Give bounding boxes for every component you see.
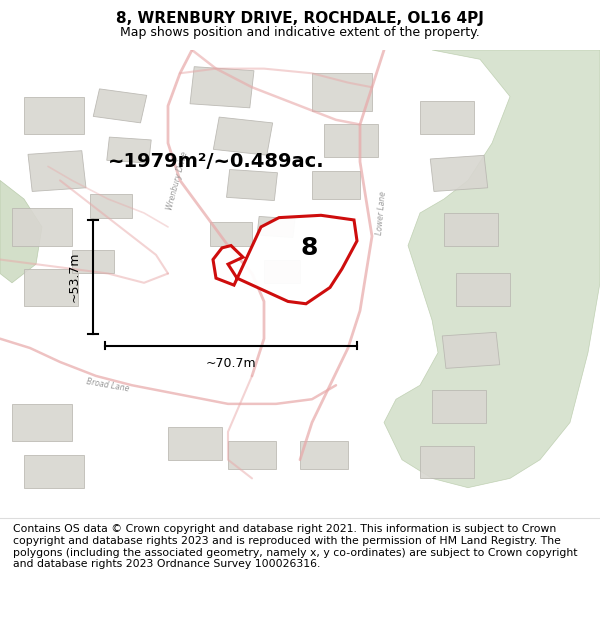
Text: Broad Lane: Broad Lane — [86, 377, 130, 394]
Polygon shape — [444, 213, 498, 246]
Polygon shape — [312, 171, 360, 199]
Polygon shape — [420, 101, 474, 134]
Text: ~1979m²/~0.489ac.: ~1979m²/~0.489ac. — [108, 152, 325, 171]
Polygon shape — [264, 259, 300, 282]
Polygon shape — [432, 390, 486, 422]
Polygon shape — [93, 89, 147, 123]
Polygon shape — [324, 124, 378, 157]
Polygon shape — [90, 194, 132, 218]
Polygon shape — [24, 269, 78, 306]
Polygon shape — [72, 250, 114, 274]
Polygon shape — [257, 216, 295, 238]
Polygon shape — [430, 156, 488, 191]
Polygon shape — [442, 332, 500, 368]
Text: 8: 8 — [301, 236, 317, 260]
Polygon shape — [300, 441, 348, 469]
Text: Wrenbury Drive: Wrenbury Drive — [165, 150, 189, 211]
Text: Contains OS data © Crown copyright and database right 2021. This information is : Contains OS data © Crown copyright and d… — [13, 524, 578, 569]
Text: ~70.7m: ~70.7m — [206, 357, 256, 370]
Polygon shape — [24, 455, 84, 488]
Polygon shape — [312, 73, 372, 111]
Polygon shape — [210, 222, 252, 246]
Text: 8, WRENBURY DRIVE, ROCHDALE, OL16 4PJ: 8, WRENBURY DRIVE, ROCHDALE, OL16 4PJ — [116, 11, 484, 26]
Polygon shape — [12, 404, 72, 441]
Polygon shape — [107, 137, 151, 163]
Polygon shape — [384, 50, 600, 488]
Text: Map shows position and indicative extent of the property.: Map shows position and indicative extent… — [120, 26, 480, 39]
Text: Lower Lane: Lower Lane — [374, 191, 388, 235]
Polygon shape — [456, 274, 510, 306]
Polygon shape — [420, 446, 474, 478]
Polygon shape — [227, 169, 277, 201]
Polygon shape — [0, 181, 42, 282]
Polygon shape — [190, 67, 254, 108]
Polygon shape — [24, 96, 84, 134]
Polygon shape — [28, 151, 86, 191]
Polygon shape — [228, 441, 276, 469]
Polygon shape — [214, 117, 272, 155]
Polygon shape — [168, 427, 222, 460]
Text: ~53.7m: ~53.7m — [67, 252, 80, 302]
Polygon shape — [213, 215, 357, 304]
Polygon shape — [12, 208, 72, 246]
